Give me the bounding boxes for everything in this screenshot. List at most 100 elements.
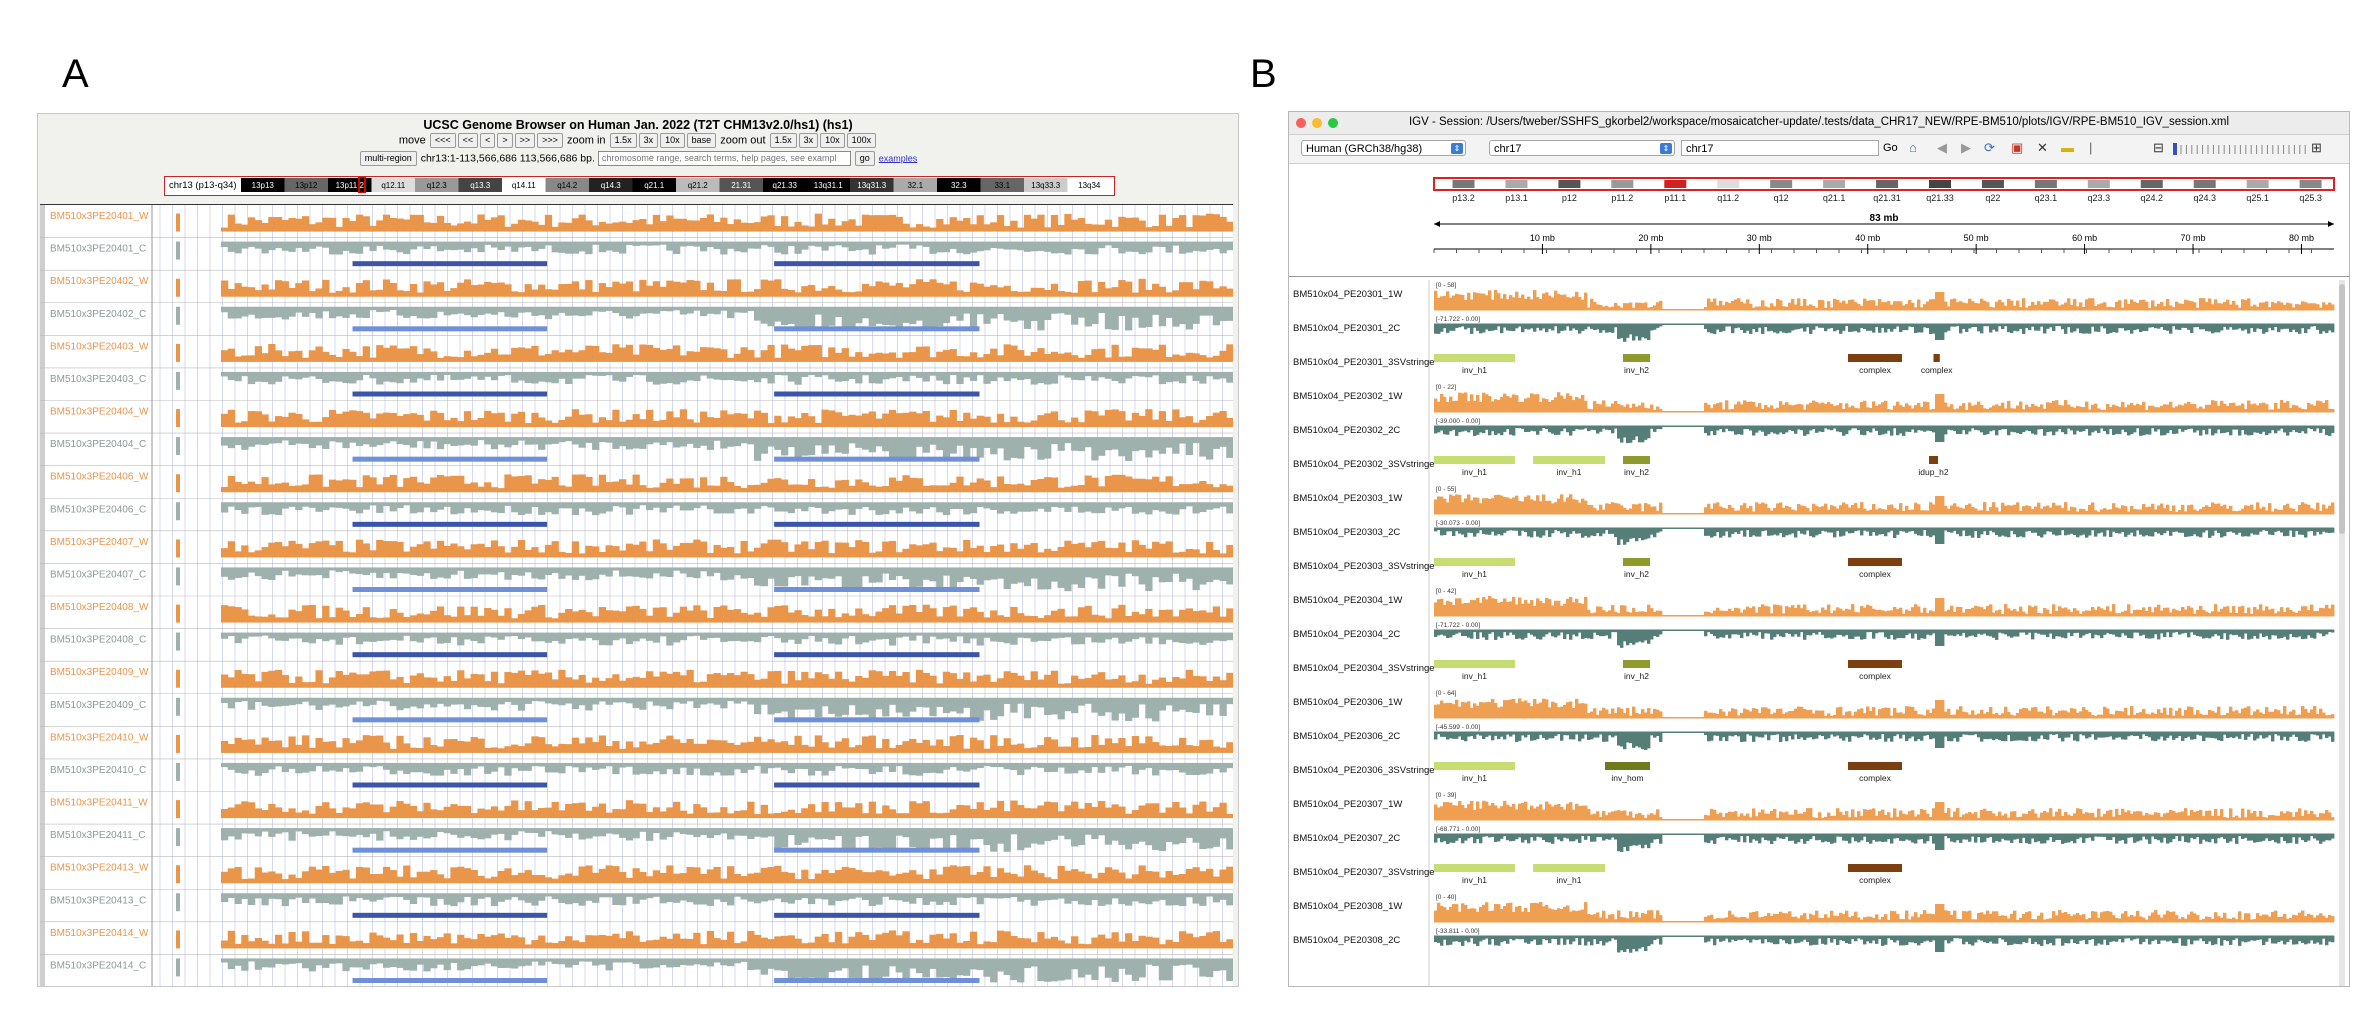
- watson-coverage-bar: [848, 547, 856, 558]
- search-input[interactable]: chromosome range, search terms, help pag…: [597, 151, 851, 166]
- watson-coverage-bar: [1138, 935, 1146, 949]
- watson-coverage-bar: [888, 285, 897, 297]
- chromosome-select[interactable]: chr17 ⇕: [1489, 140, 1675, 156]
- watson-coverage-bar: [1010, 416, 1018, 428]
- home-icon[interactable]: ⌂: [1909, 140, 1917, 155]
- watson-coverage-bar: [268, 484, 276, 493]
- back-icon[interactable]: ◀: [1937, 140, 1947, 155]
- crick-coverage-bar: [713, 502, 721, 514]
- watson-coverage-bar: [990, 942, 998, 949]
- watson-coverage-bar: [787, 226, 795, 232]
- crick-coverage-bar: [807, 437, 816, 456]
- igv-crick-bar: [1578, 324, 1582, 334]
- zoom-in-base-button[interactable]: base: [686, 133, 717, 148]
- igv-crick-bar: [1479, 426, 1483, 433]
- crick-coverage-bar: [807, 828, 816, 838]
- go-button[interactable]: Go: [1883, 142, 1898, 154]
- crick-coverage-bar: [659, 437, 667, 446]
- crick-coverage-bar: [740, 241, 748, 253]
- watson-coverage-bar: [274, 873, 283, 884]
- zoom-out-1-5x-button[interactable]: 1.5x: [769, 133, 797, 148]
- watson-coverage-bar: [301, 280, 310, 297]
- crick-coverage-bar: [1098, 762, 1106, 773]
- watson-coverage-bar: [1185, 933, 1194, 949]
- popup-info-icon[interactable]: ▬: [2061, 140, 2074, 155]
- watson-coverage-bar: [895, 413, 903, 428]
- zoom-out-icon[interactable]: ⊟: [2153, 140, 2164, 155]
- igv-watson-bar: [1926, 301, 1930, 310]
- igv-scrollbar: [2339, 280, 2345, 986]
- crick-coverage-bar: [335, 567, 343, 573]
- watson-coverage-bar: [976, 478, 984, 493]
- watson-coverage-bar: [821, 357, 829, 362]
- crick-coverage-bar: [855, 762, 863, 770]
- region-icon[interactable]: ▣: [2011, 140, 2024, 155]
- resize-icon[interactable]: ✕: [2037, 140, 2048, 155]
- crick-coverage-bar: [922, 958, 930, 978]
- crick-coverage-bar: [895, 371, 903, 377]
- watson-coverage-bar: [254, 616, 262, 623]
- genome-select[interactable]: Human (GRCh38/hg38) ⇕: [1301, 140, 1466, 156]
- watson-coverage-bar: [700, 477, 708, 493]
- crick-coverage-bar: [1185, 893, 1194, 898]
- igv-data-panel[interactable]: BM510x04_PE20301_1W [0 - 58] BM510x04_PE20…: [1289, 280, 2349, 986]
- igv-watson-bar: [2127, 303, 2131, 310]
- watson-coverage-bar: [315, 421, 323, 428]
- move-left-button[interactable]: <: [480, 133, 496, 148]
- crick-coverage-bar: [430, 958, 438, 969]
- crick-coverage-bar: [828, 762, 836, 771]
- watson-coverage-bar: [652, 870, 661, 884]
- zoom-window-icon[interactable]: [1328, 118, 1338, 128]
- chromosome-ideogram[interactable]: chr13 (p13-q34) 13p13 13p12 13p11.2 q12.11 q…: [164, 176, 1115, 196]
- move-far-left-button[interactable]: <<<: [429, 133, 456, 148]
- watson-coverage-bar: [1219, 286, 1227, 297]
- igv-crick-bar: [1434, 426, 1438, 434]
- minimize-window-icon[interactable]: [1312, 118, 1322, 128]
- zoom-in-3x-button[interactable]: 3x: [638, 133, 659, 148]
- crick-coverage-bar: [996, 762, 1005, 768]
- move-right-button[interactable]: >: [497, 133, 513, 148]
- zoom-out-3x-button[interactable]: 3x: [798, 133, 819, 148]
- crick-coverage-bar: [1158, 893, 1167, 900]
- crick-coverage-bar: [328, 371, 337, 382]
- forward-icon[interactable]: ▶: [1961, 140, 1971, 155]
- refresh-icon[interactable]: ⟳: [1984, 140, 1995, 155]
- watson-coverage-bar: [389, 282, 397, 297]
- examples-link[interactable]: examples: [878, 153, 918, 164]
- ucsc-track-area[interactable]: BM510x3PE20401_W BM510x3PE20401_C BM510x3P…: [40, 204, 1234, 986]
- zoom-out-100x-button[interactable]: 100x: [846, 133, 877, 148]
- move-right-more-button[interactable]: >>: [514, 133, 536, 148]
- watson-coverage-bar: [1165, 681, 1173, 688]
- zoom-out-10x-button[interactable]: 10x: [820, 133, 845, 148]
- crick-coverage-bar: [268, 371, 276, 385]
- zoom-in-1-5x-button[interactable]: 1.5x: [609, 133, 637, 148]
- crick-coverage-bar: [915, 762, 924, 776]
- watson-coverage-bar: [902, 412, 910, 428]
- watson-coverage-bar: [821, 409, 829, 428]
- crick-coverage-bar: [396, 697, 404, 711]
- move-far-right-button[interactable]: >>>: [537, 133, 563, 148]
- watson-coverage-bar: [315, 474, 323, 493]
- zoom-in-10x-button[interactable]: 10x: [660, 133, 685, 148]
- multi-region-button[interactable]: multi-region: [359, 151, 417, 166]
- move-left-more-button[interactable]: <<: [457, 133, 479, 148]
- igv-crick-bar: [1536, 426, 1540, 435]
- zoom-in-icon[interactable]: ⊞: [2311, 140, 2322, 155]
- crick-coverage-bar: [733, 958, 741, 964]
- crick-coverage-bar: [470, 762, 478, 769]
- locus-input[interactable]: chr17: [1681, 140, 1879, 156]
- go-button[interactable]: go: [854, 151, 875, 166]
- zoom-slider[interactable]: [2169, 141, 2309, 157]
- crick-coverage-bar: [578, 893, 586, 906]
- crick-coverage-bar: [666, 502, 674, 508]
- watson-coverage-bar: [470, 356, 478, 362]
- crick-coverage-bar: [1037, 697, 1045, 708]
- watson-coverage-bar: [1091, 806, 1099, 819]
- watson-coverage-bar: [511, 546, 519, 558]
- close-window-icon[interactable]: [1296, 118, 1306, 128]
- crick-coverage-bar: [720, 632, 728, 642]
- crick-coverage-bar: [241, 437, 249, 450]
- crick-coverage-bar: [578, 697, 586, 706]
- watson-coverage-bar: [646, 344, 654, 362]
- watson-coverage-bar: [673, 345, 681, 362]
